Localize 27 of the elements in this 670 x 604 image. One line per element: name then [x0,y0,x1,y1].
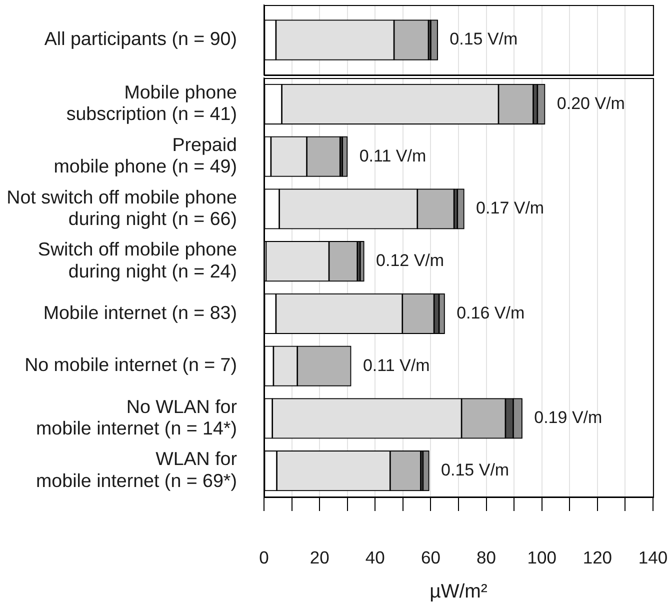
x-tick-label: 80 [476,547,496,568]
x-tick-label: 0 [259,547,270,568]
x-tick-label: 20 [310,547,330,568]
y-tick-label: Mobile internet (n = 83) [43,302,237,323]
annotation: 0.11 V/m [359,146,426,166]
y-tick-label: Switch off mobile phone during night (n = 24) [38,238,237,282]
annotation: 0.15 V/m [441,460,510,480]
y-tick-label: No WLAN for mobile internet (n = 14*) [36,396,237,438]
annotation: 0.11 V/m [362,356,430,375]
x-tick-label: 40 [365,547,386,568]
x-tick-label: 140 [638,547,668,568]
x-tick-label: 120 [582,547,612,568]
x-tick-label: 100 [527,547,557,568]
annotation: 0.12 V/m [376,251,444,270]
annotation: 0.17 V/m [476,198,544,218]
annotation: 0.15 V/m [450,30,518,49]
y-tick-label: WLAN for mobile internet (n = 69*) [36,448,237,491]
y-tick-label: Mobile phone subscription (n = 41) [66,82,237,124]
annotation: 0.20 V/m [556,94,625,113]
x-axis-title: µW/m² [430,580,488,603]
y-tick-label: All participants (n = 90) [44,28,237,50]
y-tick-label: Prepaid mobile phone (n = 49) [54,134,237,177]
x-tick-label: 60 [420,547,441,568]
y-tick-label: No mobile internet (n = 7) [24,354,237,376]
y-tick-label: Not switch off mobile phone during night (n = 66) [6,186,237,229]
annotation: 0.16 V/m [456,303,525,322]
annotation: 0.19 V/m [534,408,602,428]
